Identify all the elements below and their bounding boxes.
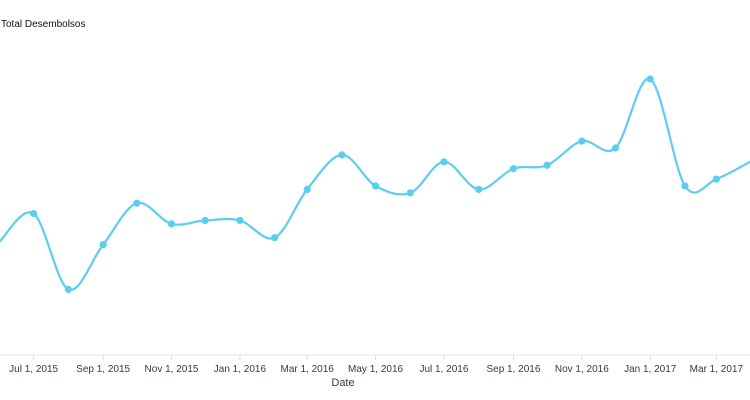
data-points [30,75,720,294]
data-point[interactable] [30,209,38,218]
data-point[interactable] [712,175,720,183]
data-point[interactable] [646,75,654,83]
data-point[interactable] [406,189,414,197]
data-point[interactable] [475,185,483,193]
data-point[interactable] [578,137,586,145]
data-point[interactable] [543,161,551,169]
x-tick-label: Jul 1, 2015 [9,364,58,375]
x-tick-label: Jan 1, 2017 [624,364,677,375]
x-tick-label: Sep 1, 2016 [486,364,540,375]
data-point[interactable] [271,234,279,242]
data-point[interactable] [371,182,380,190]
data-point[interactable] [99,241,107,249]
x-tick-label: Nov 1, 2015 [145,364,199,375]
x-axis-ticks: Jul 1, 2015 Sep 1, 2015 Nov 1, 2015 Jan 1, … [9,355,743,375]
x-tick-label: Mar 1, 2017 [690,364,744,375]
x-axis-title: Date [331,377,354,389]
x-tick-label: Nov 1, 2016 [555,364,609,375]
data-point[interactable] [611,144,620,152]
data-point[interactable] [133,199,141,207]
x-tick-label: Jul 1, 2016 [419,364,468,375]
data-point[interactable] [236,216,244,225]
data-point[interactable] [167,220,176,228]
data-point[interactable] [681,182,689,190]
data-point[interactable] [509,165,518,173]
x-tick-label: Mar 1, 2016 [280,364,334,375]
series-title: Total Desembolsos [1,19,85,30]
data-point[interactable] [64,285,72,294]
data-point[interactable] [303,185,311,193]
data-point[interactable] [201,216,209,225]
x-tick-label: May 1, 2016 [348,364,403,375]
x-tick-label: Jan 1, 2016 [214,364,267,375]
data-point[interactable] [440,158,448,166]
x-tick-label: Sep 1, 2015 [76,364,130,375]
data-point[interactable] [338,151,346,159]
